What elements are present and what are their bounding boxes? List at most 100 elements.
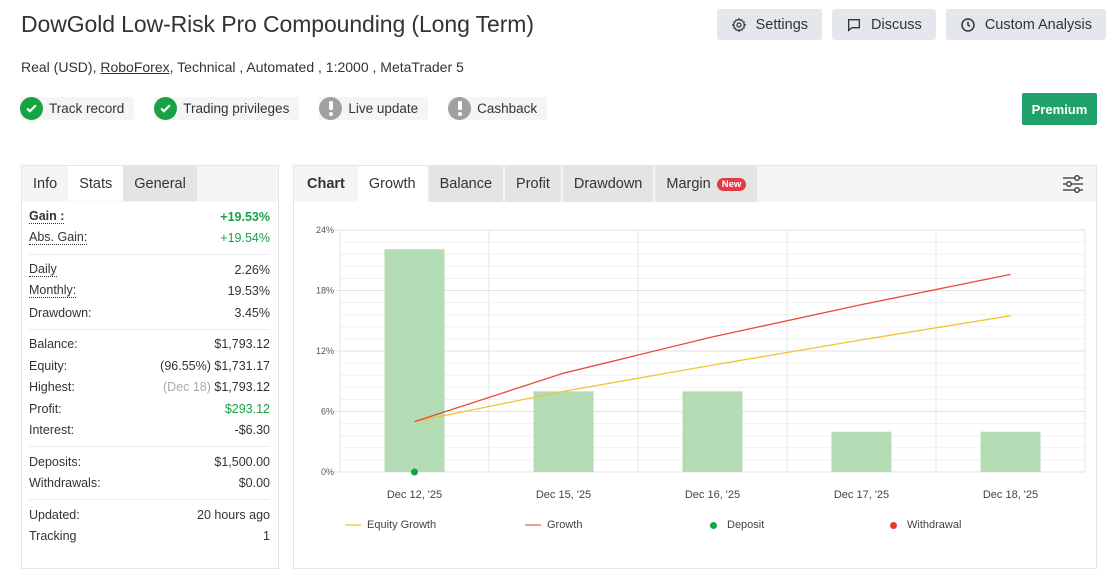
highest-label: Highest: <box>29 380 75 395</box>
line-swatch-icon <box>345 524 361 526</box>
dot-swatch-icon <box>890 521 897 529</box>
drawdown-label: Drawdown: <box>29 305 92 320</box>
custom-analysis-label: Custom Analysis <box>984 16 1092 33</box>
legend-deposit[interactable]: Deposit <box>710 519 890 531</box>
monthly-value: 19.53% <box>227 284 270 299</box>
tab-info[interactable]: Info <box>22 166 69 201</box>
growth-bar[interactable] <box>980 431 1041 472</box>
broker-link[interactable]: RoboForex <box>100 59 170 75</box>
balance-value: $1,793.12 <box>214 337 270 352</box>
badge-label: Track record <box>49 101 125 116</box>
svg-text:18%: 18% <box>316 286 334 296</box>
stat-highest: Highest: (Dec 18) $1,793.12 <box>29 377 270 399</box>
svg-text:24%: 24% <box>316 225 334 235</box>
chart-legend: Equity Growth Growth Deposit Withdrawal <box>345 519 961 531</box>
highest-value: $1,793.12 <box>214 380 270 395</box>
drawdown-value: 3.45% <box>234 305 270 320</box>
badge-track-record: Track record <box>20 97 135 120</box>
legend-growth[interactable]: Growth <box>525 519 710 531</box>
growth-bar[interactable] <box>384 249 445 472</box>
tab-profit[interactable]: Profit <box>505 166 561 202</box>
badge-live-update: Live update <box>319 97 429 120</box>
badge-trading-privileges: Trading privileges <box>154 97 300 120</box>
stat-daily: Daily 2.26% <box>29 259 270 281</box>
balance-label: Balance: <box>29 337 78 352</box>
legend-label: Growth <box>547 519 583 531</box>
svg-text:Dec 17, '25: Dec 17, '25 <box>834 489 889 501</box>
svg-text:0%: 0% <box>321 467 334 477</box>
legend-withdrawal[interactable]: Withdrawal <box>890 519 961 531</box>
clock-icon <box>961 17 975 32</box>
badge-cashback: Cashback <box>448 97 548 120</box>
growth-bar[interactable] <box>682 391 743 472</box>
interest-label: Interest: <box>29 423 75 438</box>
sliders-icon[interactable] <box>1062 174 1084 194</box>
stat-abs-gain: Abs. Gain: +19.54% <box>29 228 270 250</box>
deposits-label: Deposits: <box>29 454 82 469</box>
stat-tracking: Tracking 1 <box>29 526 270 548</box>
profit-value: $293.12 <box>224 401 270 416</box>
tab-drawdown[interactable]: Drawdown <box>562 166 654 202</box>
stat-interest: Interest: -$6.30 <box>29 420 270 442</box>
tracking-label: Tracking <box>29 529 77 544</box>
highest-date: (Dec 18) <box>162 380 211 395</box>
growth-bar[interactable] <box>533 391 594 472</box>
line-swatch-icon <box>525 524 541 526</box>
tab-stats[interactable]: Stats <box>68 166 124 201</box>
daily-label[interactable]: Daily <box>29 261 57 277</box>
gain-label[interactable]: Gain : <box>29 208 65 224</box>
deposit-marker[interactable] <box>411 468 418 476</box>
stat-monthly: Monthly: 19.53% <box>29 281 270 303</box>
withdrawals-label: Withdrawals: <box>29 476 101 491</box>
premium-button[interactable]: Premium <box>1022 93 1097 125</box>
discuss-button[interactable]: Discuss <box>832 9 936 40</box>
legend-label: Deposit <box>727 519 765 531</box>
toolbar: Settings Discuss Custom Analysis <box>716 9 1106 40</box>
stat-profit: Profit: $293.12 <box>29 398 270 420</box>
page-title: DowGold Low-Risk Pro Compounding (Long T… <box>21 11 534 37</box>
chart-tabs: Chart Growth Balance Profit Drawdown Mar… <box>294 166 1096 202</box>
exclamation-circle-icon <box>448 97 472 120</box>
new-badge: New <box>716 177 747 191</box>
account-details: , Technical , Automated , 1:2000 , MetaT… <box>169 59 464 75</box>
deposits-value: $1,500.00 <box>214 454 270 469</box>
gain-value: +19.53% <box>220 209 270 224</box>
status-badges: Track record Trading privileges Live upd… <box>20 97 548 120</box>
growth-line <box>414 273 1011 423</box>
tab-margin[interactable]: Margin New <box>655 166 758 202</box>
withdrawals-value: $0.00 <box>238 476 270 491</box>
stat-equity: Equity: (96.55%) $1,731.17 <box>29 355 270 377</box>
badge-label: Trading privileges <box>183 101 290 116</box>
abs-gain-label[interactable]: Abs. Gain: <box>29 230 88 246</box>
chat-bubble-icon <box>848 18 861 32</box>
legend-equity-growth[interactable]: Equity Growth <box>345 519 525 531</box>
profit-label: Profit: <box>29 401 62 416</box>
stat-drawdown: Drawdown: 3.45% <box>29 302 270 324</box>
tab-growth[interactable]: Growth <box>357 166 427 202</box>
stat-updated: Updated: 20 hours ago <box>29 504 270 526</box>
margin-label: Margin <box>666 176 711 192</box>
chart-section-label: Chart <box>294 166 358 202</box>
dot-swatch-icon <box>710 521 717 529</box>
stat-deposits: Deposits: $1,500.00 <box>29 451 270 473</box>
badge-label: Live update <box>348 101 419 116</box>
updated-label: Updated: <box>29 507 80 522</box>
monthly-label[interactable]: Monthly: <box>29 283 77 299</box>
chart-panel: Chart Growth Balance Profit Drawdown Mar… <box>293 165 1097 569</box>
svg-text:Dec 18, '25: Dec 18, '25 <box>983 489 1038 501</box>
equity-percent: (96.55%) <box>160 358 211 373</box>
settings-button[interactable]: Settings <box>716 9 823 40</box>
growth-bar[interactable] <box>831 431 892 472</box>
tab-general[interactable]: General <box>123 166 197 201</box>
tab-balance[interactable]: Balance <box>428 166 504 202</box>
equity-label: Equity: <box>29 358 68 373</box>
svg-text:6%: 6% <box>321 407 334 417</box>
stat-gain: Gain : +19.53% <box>29 206 270 228</box>
check-circle-icon <box>154 97 178 120</box>
exclamation-circle-icon <box>319 97 343 120</box>
stats-panel: Info Stats General Gain : +19.53% Abs. G… <box>21 165 279 569</box>
account-type: Real (USD), <box>21 59 97 75</box>
stats-tabs: Info Stats General <box>22 166 278 202</box>
custom-analysis-button[interactable]: Custom Analysis <box>945 9 1106 40</box>
equity-value: $1,731.17 <box>214 358 270 373</box>
